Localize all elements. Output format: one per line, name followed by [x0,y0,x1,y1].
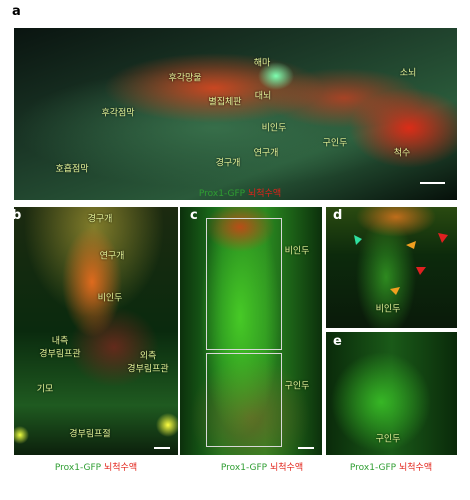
annotation: 경부림프관 [127,364,169,375]
annotation: 소뇌 [399,68,417,79]
annotation: 경구개 [215,158,241,169]
caption-tracer: 뇌척수액 [269,463,304,473]
caption-marker: Prox1-GFP [198,189,246,199]
panel-a-image: 해마 대뇌 후각망울 별집체판 후각점막 소뇌 비인두 구인두 척수 경구개 연… [14,28,457,200]
panel-d-image: d 비인두 [326,207,457,328]
annotation: 내측 [51,336,69,347]
inset-box [206,218,282,350]
scale-bar [298,447,314,449]
annotation: 후각점막 [101,108,135,119]
annotation: 구인두 [375,434,401,445]
annotation: 구인두 [284,381,310,392]
caption-tracer: 뇌척수액 [247,189,282,199]
panel-b-image: b 경구개 연구개 비인두 내측 경부림프관 외측 경부림프관 기모 경부림프절 [14,207,178,455]
scale-bar [154,447,170,449]
caption: Prox1-GFP 뇌척수액 [221,460,303,473]
arrowheads [354,233,448,295]
caption-tracer: 뇌척수액 [103,463,138,473]
scale-bar [420,182,445,184]
annotation: 구인두 [322,138,348,149]
annotation: 외측 [139,351,157,362]
caption-marker: Prox1-GFP [220,463,268,473]
panel-label: e [333,334,342,349]
caption: Prox1-GFP 뇌척수액 [350,460,432,473]
annotation: 척수 [393,148,411,159]
annotation: 비인두 [261,123,287,134]
annotation: 호흡점막 [55,164,89,175]
panel-c-image: c 비인두 구인두 [180,207,322,455]
annotation: 기모 [36,384,54,395]
panel-label: d [333,208,343,223]
annotation: 경부림프관 [39,349,81,360]
panel-label: b [14,208,22,223]
annotation: 비인두 [375,304,401,315]
annotation: 연구개 [99,251,125,262]
caption-tracer: 뇌척수액 [398,463,433,473]
panel-label: a [12,4,21,19]
caption: Prox1-GFP 뇌척수액 [199,186,281,199]
annotation: 경부림프절 [69,429,111,440]
annotation: 별집체판 [208,97,242,108]
inset-box [206,353,282,447]
annotation: 후각망울 [168,73,202,84]
annotation: 경구개 [87,214,113,225]
annotation: 해마 [253,58,271,69]
panel-label: c [190,208,198,223]
annotation: 대뇌 [254,91,272,102]
caption-marker: Prox1-GFP [349,463,397,473]
caption: Prox1-GFP 뇌척수액 [55,460,137,473]
panel-e-image: e 구인두 [326,332,457,455]
caption-marker: Prox1-GFP [54,463,102,473]
annotation: 비인두 [97,293,123,304]
annotation: 연구개 [253,148,279,159]
annotation: 비인두 [284,246,310,257]
